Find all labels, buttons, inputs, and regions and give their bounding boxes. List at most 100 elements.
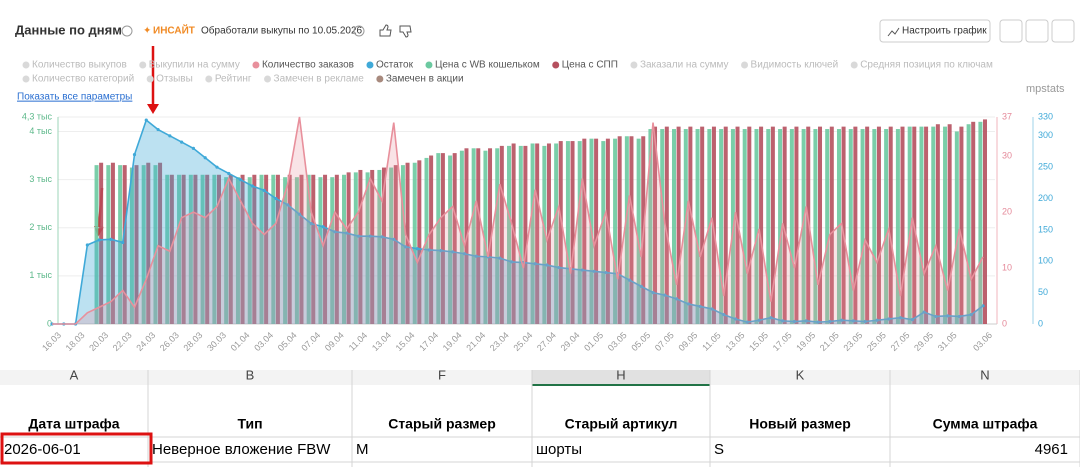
settings-button[interactable]	[879, 19, 991, 43]
legend-item[interactable]: Отзывы	[146, 74, 193, 85]
insight[interactable]: ИНСАЙТ	[153, 24, 195, 37]
y3-tick-label: 300	[1038, 130, 1053, 140]
y3-tick-label: 150	[1038, 224, 1053, 234]
point	[651, 291, 655, 295]
bar	[377, 169, 382, 324]
legend-item[interactable]: Количество заказов	[252, 60, 354, 71]
column-letter: F	[438, 367, 446, 382]
bar	[353, 172, 358, 324]
sheet-bg	[0, 370, 1080, 467]
legend-item[interactable]: Количество категорий	[22, 74, 135, 85]
list-button[interactable]	[1025, 19, 1049, 43]
bar	[507, 145, 512, 324]
legend-item[interactable]: Цена с СПП	[552, 60, 618, 71]
pin-button[interactable]	[999, 19, 1023, 43]
point	[781, 319, 785, 323]
bar	[582, 138, 587, 324]
point	[121, 240, 125, 245]
header-cell: Новый размер	[749, 416, 851, 432]
bar	[924, 126, 929, 325]
point	[674, 297, 679, 301]
bar	[530, 143, 535, 324]
bar	[671, 129, 676, 324]
cell: Неверное вложение FBW	[152, 441, 331, 458]
column-letter: B	[246, 367, 255, 382]
legend-label: Замечен в акции	[386, 74, 464, 85]
legend-item[interactable]: Средняя позиция по ключам	[850, 60, 993, 71]
chart-icon	[887, 27, 900, 37]
y3-tick-label: 100	[1038, 256, 1053, 266]
bar	[393, 165, 398, 324]
legend-item[interactable]: Заказали на сумму	[630, 60, 729, 71]
legend-dot	[850, 61, 858, 69]
legend-dot	[376, 75, 384, 83]
bar	[264, 174, 269, 324]
legend-dot	[205, 75, 213, 83]
legend-label: Количество выкупов	[32, 60, 127, 71]
legend-item[interactable]: Замечен в акции	[376, 74, 464, 85]
point	[309, 222, 313, 226]
bar	[381, 167, 386, 324]
bar	[601, 141, 606, 324]
bar	[825, 129, 830, 324]
legend-item[interactable]: Видимость ключей	[741, 60, 838, 71]
hide-button[interactable]	[1051, 19, 1075, 43]
help-icon[interactable]	[121, 25, 133, 37]
point	[356, 234, 361, 238]
legend-dot	[22, 75, 30, 83]
point	[769, 316, 773, 320]
legend-label: Остаток	[376, 60, 414, 71]
bar	[476, 148, 481, 324]
bar	[118, 165, 123, 324]
legend-dot	[425, 61, 433, 69]
legend-label: Цена с СПП	[562, 60, 618, 71]
bar	[499, 145, 504, 324]
point	[863, 319, 867, 324]
bar	[971, 121, 976, 324]
header-cell: Старый артикул	[565, 416, 678, 432]
point	[286, 203, 290, 207]
bar	[876, 126, 881, 325]
bar	[770, 126, 775, 325]
bar	[719, 129, 724, 324]
bar	[158, 162, 163, 324]
bar	[683, 129, 688, 324]
area-fill	[52, 120, 983, 325]
bar	[594, 138, 599, 324]
bar	[759, 126, 764, 325]
legend-item[interactable]: Выкупили на сумму	[139, 60, 240, 71]
point	[451, 250, 455, 254]
bar	[299, 174, 304, 324]
like-icon[interactable]	[379, 24, 392, 37]
bar	[448, 155, 453, 324]
bar	[106, 165, 111, 324]
bar	[542, 145, 547, 324]
legend-item[interactable]: Количество выкупов	[22, 60, 127, 71]
header-cell: Дата штрафа	[28, 416, 119, 432]
point	[710, 307, 714, 311]
legend-item[interactable]: Замечен в рекламе	[264, 74, 364, 85]
bar	[629, 136, 634, 324]
bar	[200, 174, 205, 324]
bar	[412, 162, 417, 324]
show-all-link[interactable]: Показать все параметры	[17, 92, 132, 103]
note: Обработали выкупы по 10.05.2026	[201, 25, 363, 37]
bar	[181, 174, 186, 324]
bar	[389, 167, 394, 324]
legend-item[interactable]: Рейтинг	[205, 74, 252, 85]
y2-tick-label: 0	[1002, 318, 1007, 328]
bar	[271, 174, 276, 324]
legend-item[interactable]: Остаток	[366, 60, 414, 71]
bar	[624, 136, 629, 324]
bar	[931, 126, 936, 325]
bar	[943, 126, 948, 325]
legend-item[interactable]: Цена с WB кошельком	[425, 60, 540, 71]
help-icon[interactable]	[353, 25, 365, 37]
cell: M	[356, 441, 369, 458]
bar	[723, 126, 728, 325]
dislike-icon[interactable]	[399, 25, 412, 38]
cell: 4961	[1035, 441, 1068, 458]
legend-dot	[146, 75, 154, 83]
point	[403, 245, 408, 249]
